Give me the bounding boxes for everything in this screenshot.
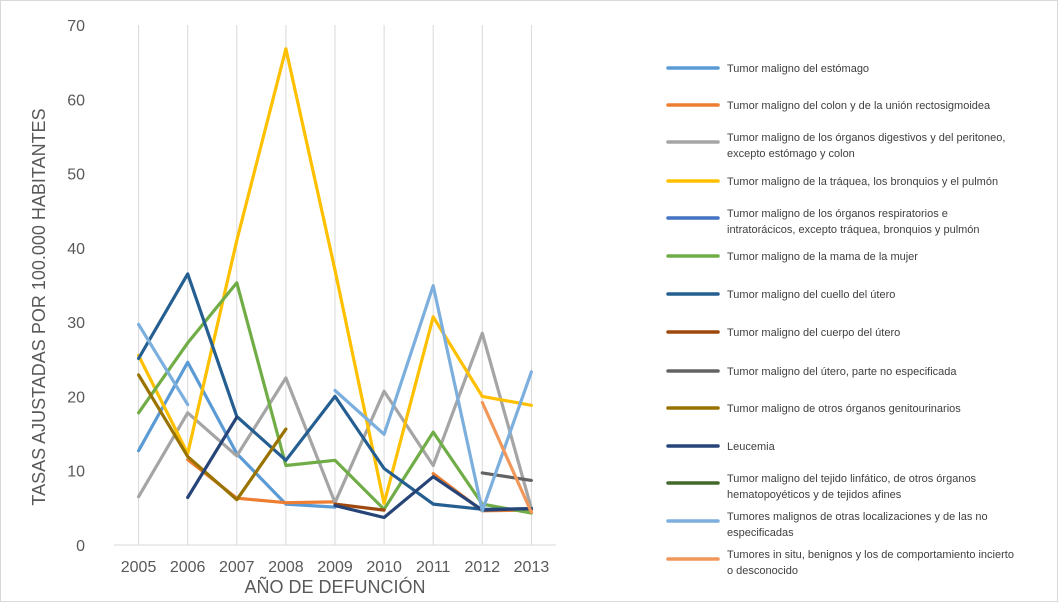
x-tick-label: 2008 [268, 559, 304, 576]
legend-label: Tumor maligno de la mama de la mujer [727, 251, 918, 263]
x-tick-label: 2007 [219, 559, 255, 576]
series-line [333, 502, 386, 512]
series-segment [480, 471, 534, 482]
x-tick-label: 2005 [121, 559, 157, 576]
y-tick-label: 20 [67, 389, 85, 406]
series-line [137, 272, 534, 511]
series-line [137, 373, 288, 502]
legend-label: Tumores in situ, benignos y los de compo… [727, 549, 1014, 561]
y-axis-title: TASAS AJUSTADAS POR 100.000 HABITANTES [29, 108, 49, 505]
legend-label: Tumor maligno del estómago [727, 63, 869, 75]
legend-label: Tumor maligno de la tráquea, los bronqui… [727, 176, 998, 188]
series-segment [137, 373, 288, 502]
legend-item: Tumor maligno del tejido linfático, de o… [666, 473, 977, 501]
legend-label: Tumor maligno del útero, parte no especi… [727, 366, 957, 378]
series-segment [480, 400, 534, 514]
series-segment [333, 475, 534, 520]
legend-label: excepto estómago y colon [727, 148, 855, 160]
legend-label: Tumor maligno del cuello del útero [727, 289, 895, 301]
series-line [480, 471, 534, 482]
legend-item: Tumor maligno de los órganos digestivos … [666, 132, 1005, 160]
x-axis-title: AÑO DE DEFUNCIÓN [244, 576, 425, 597]
series-line [137, 47, 534, 505]
series-layer [137, 47, 534, 520]
legend-label: o desconocido [727, 565, 798, 577]
y-tick-label: 60 [67, 92, 85, 109]
series-segment [137, 47, 534, 505]
legend-item: Tumor maligno de la mama de la mujer [666, 251, 918, 263]
legend-item: Tumor maligno del útero, parte no especi… [666, 366, 957, 378]
series-segment [186, 415, 239, 500]
legend-label: Leucemia [727, 441, 776, 453]
x-tick-label: 2013 [514, 559, 550, 576]
legend-item: Tumor maligno de los órganos respiratori… [666, 208, 980, 236]
y-tick-label: 10 [67, 464, 85, 481]
legend-label: Tumor maligno del colon y de la unión re… [727, 100, 991, 112]
legend-label: Tumor maligno de los órganos respiratori… [727, 208, 948, 220]
legend-item: Tumor maligno del cuello del útero [666, 289, 895, 301]
series-segment [137, 272, 534, 511]
legend: Tumor maligno del estómago Tumor maligno … [666, 63, 1014, 577]
legend-item: Tumor maligno del cuerpo del útero [666, 327, 900, 339]
legend-item: Tumor maligno de otros órganos genitouri… [666, 403, 961, 415]
legend-label: Tumor maligno del cuerpo del útero [727, 327, 900, 339]
legend-label: Tumor maligno de los órganos digestivos … [727, 132, 1005, 144]
legend-label: especificadas [727, 527, 794, 539]
legend-item: Leucemia [666, 441, 776, 453]
legend-item: Tumores malignos de otras localizaciones… [666, 511, 988, 539]
legend-item: Tumor maligno de la tráquea, los bronqui… [666, 176, 998, 188]
legend-label: Tumor maligno de otros órganos genitouri… [727, 403, 961, 415]
x-tick-label: 2010 [366, 559, 402, 576]
grid-layer [138, 25, 532, 545]
legend-label: hematopoyéticos y de tejidos afines [727, 489, 902, 501]
series-line [137, 284, 534, 513]
y-tick-label: 40 [67, 241, 85, 258]
y-tick-label: 70 [67, 18, 85, 35]
legend-label: Tumor maligno del tejido linfático, de o… [727, 473, 977, 485]
y-tick-label: 0 [76, 538, 85, 555]
series-segment [333, 502, 386, 512]
legend-item: Tumores in situ, benignos y los de compo… [666, 549, 1014, 577]
y-tick-label: 50 [67, 167, 85, 184]
series-line [480, 400, 534, 514]
x-tick-label: 2006 [170, 559, 206, 576]
legend-item: Tumor maligno del estómago [666, 63, 869, 75]
x-tick-label: 2009 [317, 559, 353, 576]
series-line [186, 415, 534, 520]
legend-label: Tumores malignos de otras localizaciones… [727, 511, 988, 523]
y-tick-label: 30 [67, 315, 85, 332]
x-tick-label: 2012 [465, 559, 501, 576]
series-segment [333, 284, 534, 513]
legend-label: intratorácicos, excepto tráquea, bronqui… [727, 224, 980, 236]
x-tick-label: 2011 [416, 559, 451, 576]
legend-item: Tumor maligno del colon y de la unión re… [666, 100, 991, 112]
series-segment [137, 322, 190, 407]
axis-layer: 0 10 20 30 40 50 60 70 2005 2006 2007 2008 2009 2010 2… [67, 18, 556, 576]
